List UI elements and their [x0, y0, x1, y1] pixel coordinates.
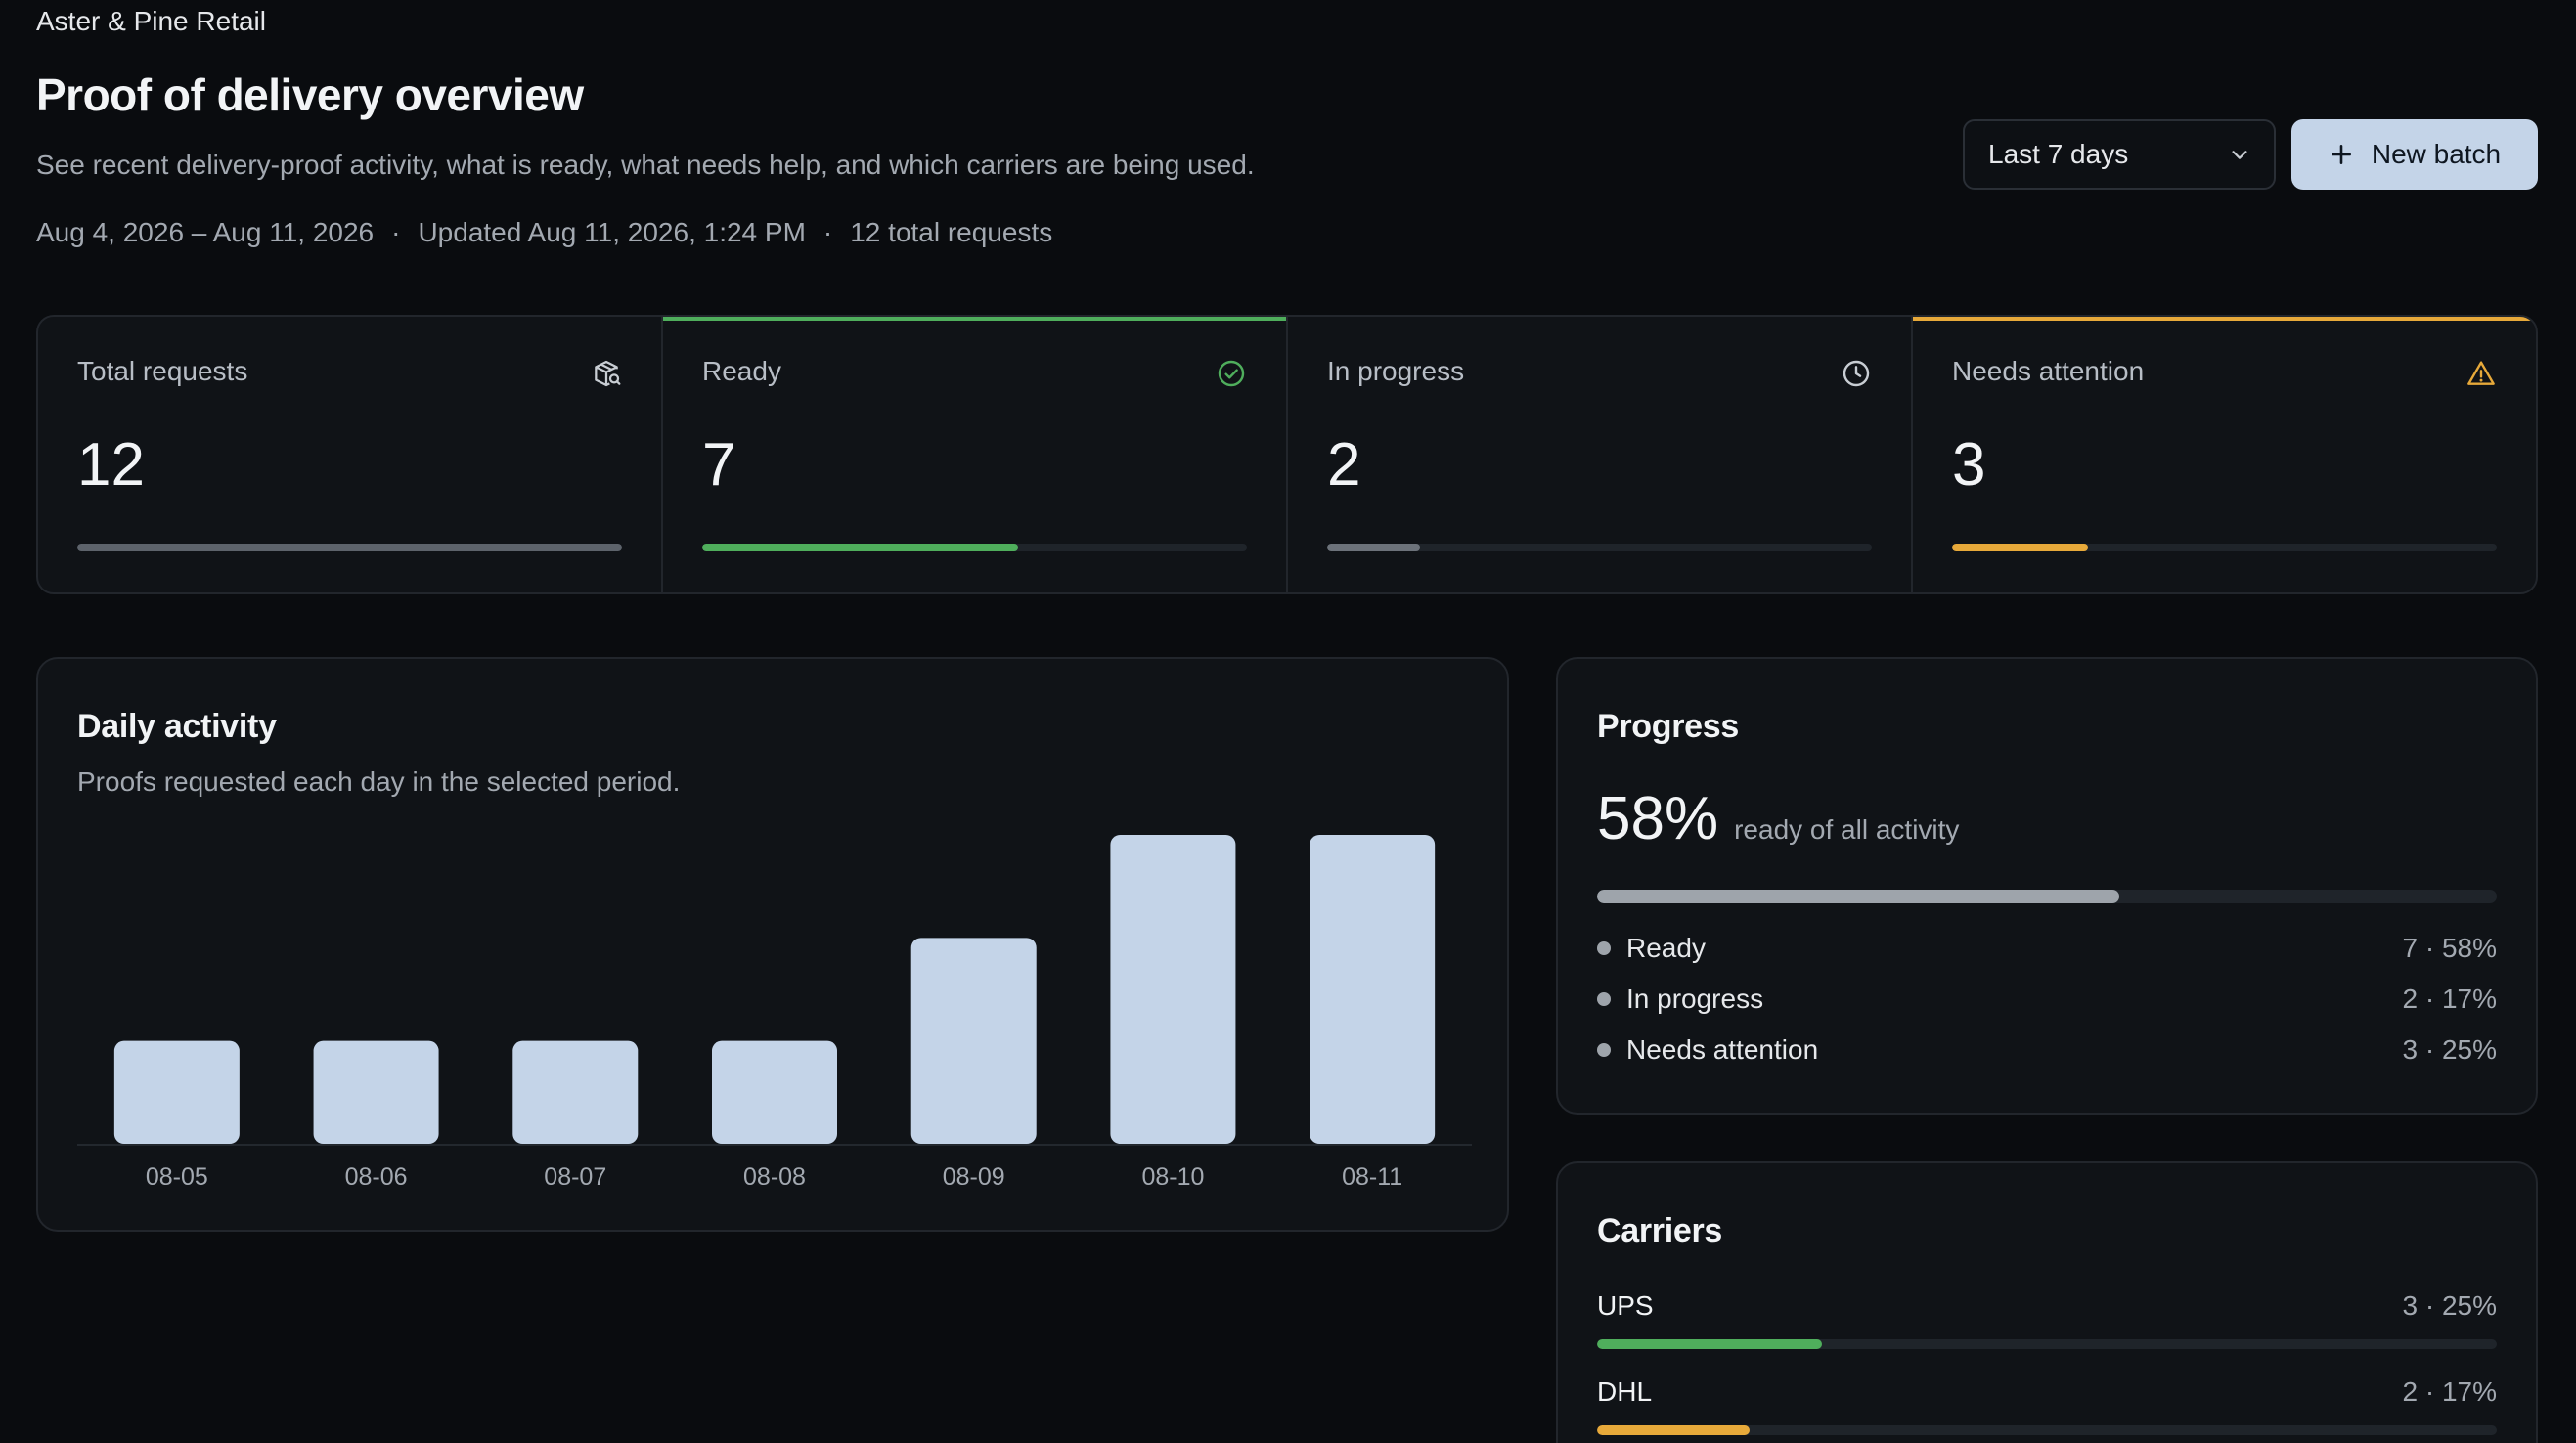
carrier-item-dhl: DHL 2 · 17%	[1597, 1377, 2497, 1443]
kpi-progress-fill	[77, 544, 622, 551]
kpi-in-progress: In progress 2	[1288, 317, 1913, 592]
chart-bar[interactable]	[113, 1040, 240, 1144]
progress-summary: 58% ready of all activity	[1597, 784, 1959, 853]
carrier-name: UPS	[1597, 1290, 1654, 1321]
legend-value: 3 · 25%	[2402, 1034, 2498, 1065]
date-range-select[interactable]: Last 7 days	[1963, 119, 2276, 190]
kpi-ready: Ready 7	[663, 317, 1288, 592]
kpi-progress-track	[77, 544, 622, 551]
carrier-bar-track	[1597, 1339, 2497, 1349]
kpi-progress-track	[1327, 544, 1872, 551]
kpi-value: 2	[1327, 431, 1361, 499]
kpi-strip: Total requests 12 Ready 7 In progress	[36, 315, 2538, 594]
legend-dot	[1597, 992, 1611, 1006]
carrier-item-ups: UPS 3 · 25%	[1597, 1290, 2497, 1369]
kpi-needs-attention: Needs attention 3	[1913, 317, 2536, 592]
kpi-label: Total requests	[77, 356, 248, 386]
org-name: Aster & Pine Retail	[36, 6, 266, 36]
daily-activity-panel: Daily activity Proofs requested each day…	[36, 657, 1509, 1232]
total-requests-text: 12 total requests	[850, 217, 1053, 247]
kpi-label: In progress	[1327, 356, 1465, 386]
progress-bar	[1597, 890, 2497, 903]
progress-percent: 58%	[1597, 785, 1719, 853]
legend-value: 2 · 17%	[2402, 984, 2498, 1014]
progress-title: Progress	[1597, 708, 1740, 745]
chart-tick-label: 08-09	[943, 1163, 1005, 1191]
chart-bar[interactable]	[313, 1040, 439, 1144]
carrier-count: 2 · 17%	[2402, 1377, 2498, 1407]
page-title: Proof of delivery overview	[36, 69, 584, 120]
legend-value: 7 · 58%	[2402, 933, 2498, 963]
chart-tick-label: 08-06	[345, 1163, 408, 1191]
progress-panel: Progress 58% ready of all activity Ready…	[1556, 657, 2538, 1115]
legend-dot	[1597, 1043, 1611, 1057]
kpi-label: Needs attention	[1952, 356, 2145, 386]
kpi-progress-track	[702, 544, 1247, 551]
kpi-progress-fill	[702, 544, 1019, 551]
carrier-bar-fill	[1597, 1425, 1751, 1435]
chart-bar[interactable]	[512, 1040, 639, 1144]
kpi-total-requests: Total requests 12	[38, 317, 663, 592]
chart-tick-label: 08-10	[1141, 1163, 1204, 1191]
carrier-name: DHL	[1597, 1377, 1653, 1407]
legend-dot	[1597, 941, 1611, 955]
legend-label: Ready	[1626, 933, 1706, 963]
kpi-accent	[1913, 317, 2536, 321]
daily-activity-chart: 08-05 08-06 08-07 08-08 08-09 08-10 08-11	[77, 835, 1472, 1191]
daily-activity-title: Daily activity	[77, 708, 277, 745]
new-batch-button[interactable]: New batch	[2291, 119, 2538, 190]
kpi-progress-track	[1952, 544, 2497, 551]
chart-tick-label: 08-07	[544, 1163, 606, 1191]
check-circle-icon	[1218, 360, 1245, 387]
carriers-title: Carriers	[1597, 1212, 1723, 1249]
package-search-icon	[595, 360, 621, 387]
kpi-value: 3	[1952, 431, 1986, 499]
updated-timestamp: Updated Aug 11, 2026, 1:24 PM	[418, 217, 806, 247]
page-meta: Aug 4, 2026 – Aug 11, 2026 · Updated Aug…	[36, 217, 1052, 248]
new-batch-label: New batch	[2371, 139, 2502, 169]
chart-bar[interactable]	[1310, 835, 1436, 1144]
kpi-label: Ready	[702, 356, 781, 386]
legend-label: In progress	[1626, 984, 1764, 1014]
progress-bar-fill	[1597, 890, 2119, 903]
date-range-select-value: Last 7 days	[1988, 139, 2129, 169]
legend-label: Needs attention	[1626, 1034, 1819, 1065]
kpi-value: 7	[702, 431, 736, 499]
meta-separator: ·	[391, 217, 401, 247]
carrier-bar-fill	[1597, 1339, 1822, 1349]
kpi-accent	[1288, 317, 1911, 321]
carriers-panel: Carriers UPS 3 · 25% DHL 2 · 17%	[1556, 1161, 2538, 1443]
chart-bar[interactable]	[1110, 835, 1236, 1144]
chevron-down-icon	[2232, 151, 2247, 159]
warning-triangle-icon	[2467, 361, 2495, 385]
chart-tick-label: 08-11	[1342, 1163, 1402, 1191]
chart-bar[interactable]	[712, 1040, 837, 1144]
meta-separator: ·	[822, 217, 833, 247]
carrier-bar-track	[1597, 1425, 2497, 1435]
kpi-progress-fill	[1327, 544, 1420, 551]
chart-tick-label: 08-08	[743, 1163, 806, 1191]
kpi-accent	[663, 317, 1286, 321]
kpi-progress-fill	[1952, 544, 2089, 551]
page-subtitle: See recent delivery-proof activity, what…	[36, 150, 1255, 180]
plus-icon	[2331, 145, 2351, 164]
daily-activity-description: Proofs requested each day in the selecte…	[77, 766, 681, 797]
chart-bar[interactable]	[910, 938, 1037, 1144]
clock-icon	[1843, 360, 1870, 387]
kpi-value: 12	[77, 431, 145, 499]
progress-caption: ready of all activity	[1734, 814, 1960, 845]
chart-tick-label: 08-05	[146, 1163, 208, 1191]
legend-item-needs-attention: Needs attention 3 · 25%	[1597, 1030, 2497, 1070]
carrier-count: 3 · 25%	[2402, 1290, 2498, 1321]
kpi-accent	[38, 317, 661, 321]
legend-item-ready: Ready 7 · 58%	[1597, 929, 2497, 968]
legend-item-in-progress: In progress 2 · 17%	[1597, 980, 2497, 1019]
date-range: Aug 4, 2026 – Aug 11, 2026	[36, 217, 375, 247]
